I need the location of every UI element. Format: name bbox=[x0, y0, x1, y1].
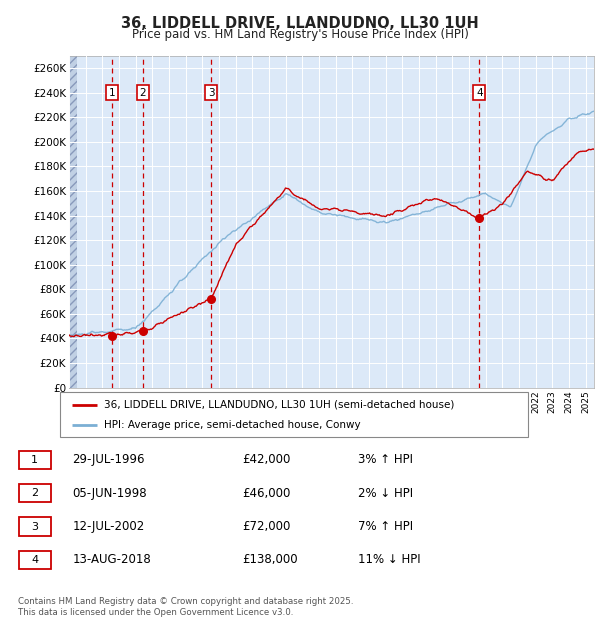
Text: 2: 2 bbox=[140, 87, 146, 98]
Text: 11% ↓ HPI: 11% ↓ HPI bbox=[358, 554, 420, 567]
Text: 05-JUN-1998: 05-JUN-1998 bbox=[73, 487, 147, 500]
Text: Contains HM Land Registry data © Crown copyright and database right 2025.
This d: Contains HM Land Registry data © Crown c… bbox=[18, 598, 353, 617]
Text: Price paid vs. HM Land Registry's House Price Index (HPI): Price paid vs. HM Land Registry's House … bbox=[131, 28, 469, 41]
Text: 3% ↑ HPI: 3% ↑ HPI bbox=[358, 453, 413, 466]
Text: 29-JUL-1996: 29-JUL-1996 bbox=[73, 453, 145, 466]
FancyBboxPatch shape bbox=[19, 551, 50, 569]
FancyBboxPatch shape bbox=[19, 518, 50, 536]
Bar bbox=[69, 56, 77, 388]
Text: £72,000: £72,000 bbox=[242, 520, 291, 533]
Text: 3: 3 bbox=[208, 87, 214, 98]
Text: 4: 4 bbox=[476, 87, 482, 98]
Text: 1: 1 bbox=[31, 455, 38, 465]
Text: 12-JUL-2002: 12-JUL-2002 bbox=[73, 520, 145, 533]
Text: £42,000: £42,000 bbox=[242, 453, 291, 466]
Text: 4: 4 bbox=[31, 555, 38, 565]
Text: 1: 1 bbox=[109, 87, 115, 98]
Text: HPI: Average price, semi-detached house, Conwy: HPI: Average price, semi-detached house,… bbox=[104, 420, 361, 430]
Text: 36, LIDDELL DRIVE, LLANDUDNO, LL30 1UH (semi-detached house): 36, LIDDELL DRIVE, LLANDUDNO, LL30 1UH (… bbox=[104, 399, 455, 410]
Text: 2% ↓ HPI: 2% ↓ HPI bbox=[358, 487, 413, 500]
FancyBboxPatch shape bbox=[60, 392, 528, 437]
Text: 2: 2 bbox=[31, 489, 38, 498]
Text: 13-AUG-2018: 13-AUG-2018 bbox=[73, 554, 151, 567]
Text: 36, LIDDELL DRIVE, LLANDUDNO, LL30 1UH: 36, LIDDELL DRIVE, LLANDUDNO, LL30 1UH bbox=[121, 16, 479, 30]
Text: 7% ↑ HPI: 7% ↑ HPI bbox=[358, 520, 413, 533]
Text: 3: 3 bbox=[31, 521, 38, 531]
Text: £46,000: £46,000 bbox=[242, 487, 291, 500]
FancyBboxPatch shape bbox=[19, 484, 50, 502]
Text: £138,000: £138,000 bbox=[242, 554, 298, 567]
FancyBboxPatch shape bbox=[19, 451, 50, 469]
